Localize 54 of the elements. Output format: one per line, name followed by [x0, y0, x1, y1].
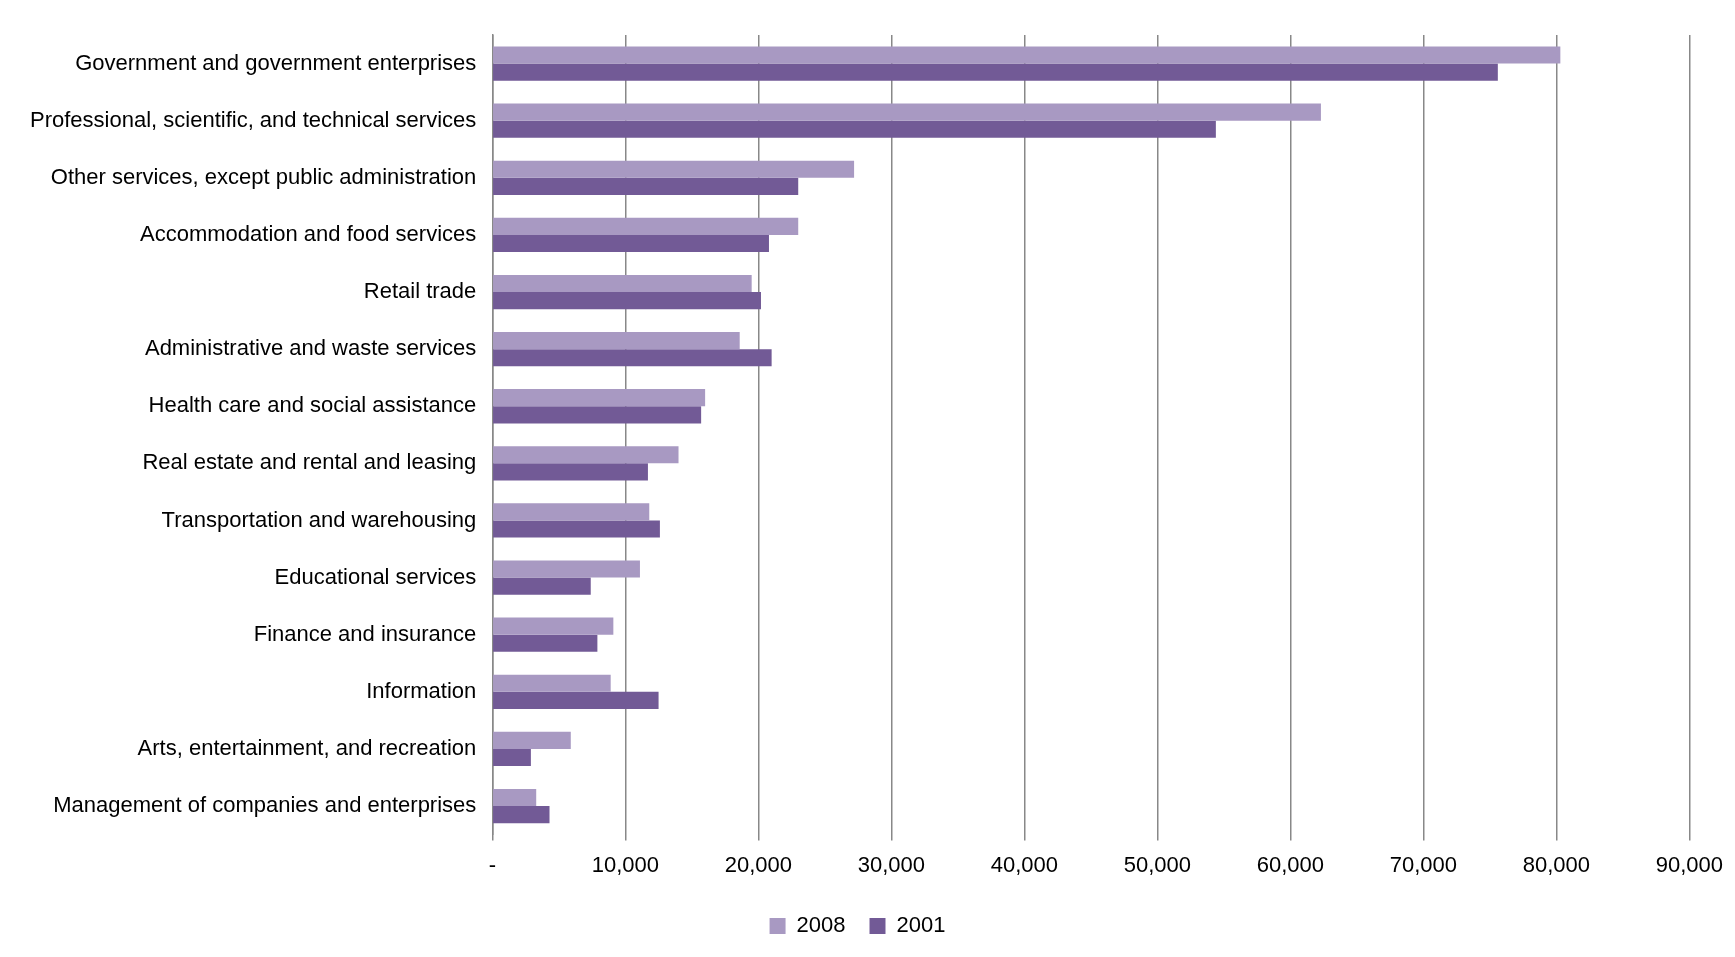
bar [493, 463, 648, 481]
x-tick-label: 30,000 [857, 851, 925, 877]
bar [493, 560, 640, 578]
bar [493, 731, 571, 749]
x-tick-label: 10,000 [591, 851, 659, 877]
y-tick-label: Accommodation and food services [140, 220, 477, 246]
y-tick-label: Educational services [274, 563, 477, 589]
bar [493, 331, 740, 350]
y-tick-label: Real estate and rental and leasing [142, 449, 477, 475]
y-tick-label: Transportation and warehousing [161, 506, 477, 532]
bar [493, 389, 706, 407]
legend-label: 2001 [896, 912, 946, 938]
bar [493, 577, 591, 595]
y-tick-label: Other services, except public administration [50, 163, 477, 189]
y-tick-label: Management of companies and enterprises [53, 792, 477, 818]
bar [493, 788, 537, 807]
x-tick-label: 50,000 [1123, 851, 1191, 877]
bar [493, 63, 1498, 81]
y-tick-label: Retail trade [363, 278, 477, 304]
bar [493, 617, 614, 635]
bar [493, 234, 769, 253]
bar [493, 103, 1321, 121]
legend-label: 2008 [796, 912, 846, 938]
y-tick-label: Information [366, 677, 477, 703]
y-tick-label: Arts, entertainment, and recreation [137, 734, 477, 760]
bar [493, 520, 660, 538]
x-tick-label: 90,000 [1655, 851, 1723, 877]
x-tick-label: 40,000 [990, 851, 1058, 877]
y-tick-label: Government and government enterprises [75, 49, 477, 75]
bar [493, 806, 550, 824]
bar [493, 674, 611, 692]
bar [493, 46, 1561, 64]
bar [493, 292, 761, 310]
x-tick-label: 80,000 [1522, 851, 1590, 877]
bar [493, 160, 855, 178]
y-tick-label: Health care and social assistance [148, 392, 477, 418]
bar [493, 217, 799, 235]
bar [493, 177, 799, 195]
bar [493, 406, 702, 424]
bar [493, 446, 679, 464]
bar [493, 349, 772, 367]
bar [493, 748, 531, 767]
x-tick-label: 70,000 [1389, 851, 1457, 877]
bar [493, 691, 659, 709]
bar [493, 120, 1216, 138]
y-tick-label: Professional, scientific, and technical services [29, 106, 477, 132]
x-tick-label: 20,000 [724, 851, 792, 877]
x-tick-label: - [488, 851, 496, 877]
bar [493, 634, 598, 652]
y-tick-label: Administrative and waste services [144, 335, 477, 361]
bar [493, 274, 752, 293]
bar [493, 503, 650, 521]
y-tick-label: Finance and insurance [253, 620, 477, 646]
x-tick-label: 60,000 [1256, 851, 1324, 877]
